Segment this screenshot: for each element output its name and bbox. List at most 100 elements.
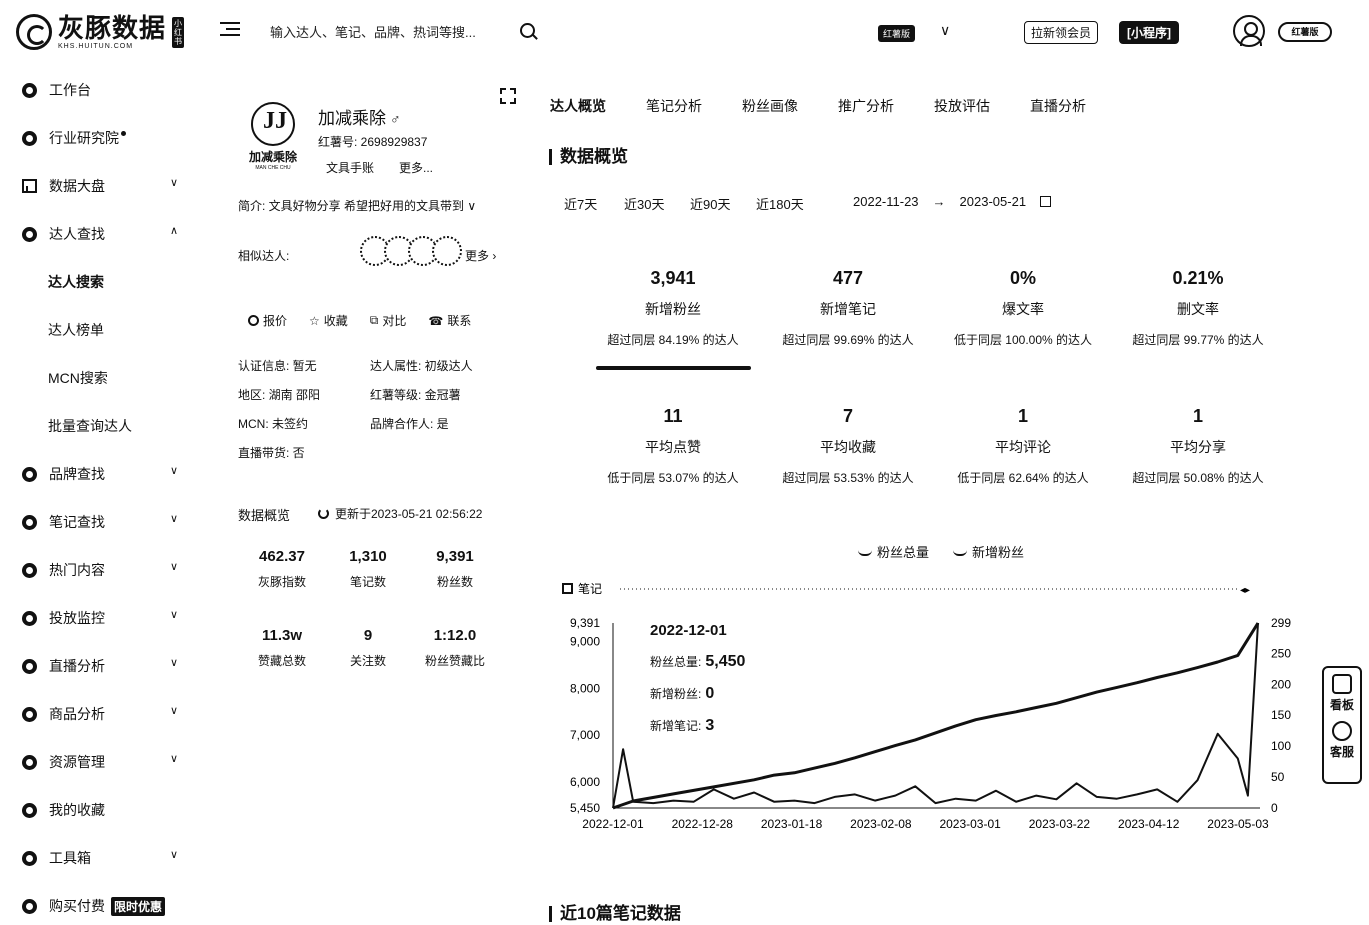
notes-toggle-icon[interactable] <box>562 583 573 594</box>
range-90d[interactable]: 近90天 <box>690 197 731 212</box>
sidebar-item-favorites[interactable]: 我的收藏 <box>22 800 182 820</box>
arrow-right-icon: → <box>932 194 946 209</box>
sidebar-item-live[interactable]: 直播分析 ∨ <box>22 656 182 676</box>
gender-male-icon: ♂ <box>390 111 401 127</box>
kpi-value: 1 <box>1192 406 1203 426</box>
sidebar-label: 商品分析 <box>49 706 105 722</box>
y-left-tick: 9,000 <box>570 634 600 648</box>
similar-more-link[interactable]: 更多 › <box>465 247 496 264</box>
legend-new-fans[interactable]: 新增粉丝 <box>953 542 1024 561</box>
info-row: 直播带货: 否 <box>238 444 508 473</box>
support-icon[interactable] <box>1332 721 1352 741</box>
invite-button[interactable]: 拉新领会员 <box>1024 21 1099 44</box>
float-dashboard-label[interactable]: 看板 <box>1329 698 1354 712</box>
update-text: 更新于2023-05-21 02:56:22 <box>335 507 483 521</box>
kpi-viral-rate[interactable]: 0% 爆文率 低于同层 100.00% 的达人 <box>938 268 1108 348</box>
sidebar-item-dashboard[interactable]: 数据大盘 ∨ <box>22 176 182 196</box>
dashboard-icon[interactable] <box>1332 674 1352 694</box>
sidebar-item-toolbox[interactable]: 工具箱 ∨ <box>22 848 182 868</box>
stat-label: 笔记数 <box>349 575 386 589</box>
kpi-compare: 超过同层 50.08% 的达人 <box>1132 471 1264 485</box>
tab-fans-profile[interactable]: 粉丝画像 <box>742 98 798 114</box>
fans-trend-chart[interactable]: 笔记 ◂▸ 9,391 9,000 8,000 7,000 6,000 5,450 299 2… <box>540 575 1310 835</box>
sidebar-sub-mcn-search[interactable]: MCN搜索 <box>48 370 108 386</box>
profile-logo-sub: MAN CHE CHU <box>255 165 291 171</box>
kpi-compare: 超过同层 99.69% 的达人 <box>782 333 914 347</box>
similar-avatars[interactable] <box>360 236 462 266</box>
kpi-compare: 低于同层 100.00% 的达人 <box>953 333 1093 347</box>
sidebar-label: 数据大盘 <box>49 178 105 194</box>
float-support-label[interactable]: 客服 <box>1329 745 1354 759</box>
sidebar-item-purchase[interactable]: 购买付费 限时优惠 <box>22 896 182 916</box>
range-180d[interactable]: 近180天 <box>756 197 804 212</box>
search-input[interactable] <box>270 20 510 44</box>
line-icon <box>953 548 968 556</box>
kpi-new-fans[interactable]: 3,941 新增粉丝 超过同层 84.19% 的达人 <box>588 268 758 348</box>
y-left-tick: 8,000 <box>570 681 600 695</box>
tab-live[interactable]: 直播分析 <box>1030 98 1086 114</box>
kpi-avg-shares[interactable]: 1 平均分享 超过同层 50.08% 的达人 <box>1113 406 1283 486</box>
kpi-avg-comments[interactable]: 1 平均评论 低于同层 62.64% 的达人 <box>938 406 1108 486</box>
kpi-avg-likes[interactable]: 11 平均点赞 低于同层 53.07% 的达人 <box>588 406 758 486</box>
quote-button[interactable]: 报价 <box>248 312 287 329</box>
x-tick: 2023-01-18 <box>761 817 823 831</box>
profile-tag[interactable]: 文具手账 <box>326 161 375 175</box>
sidebar-item-goods[interactable]: 商品分析 ∨ <box>22 704 182 724</box>
contact-button[interactable]: ☎ 联系 <box>428 312 471 329</box>
compare-button[interactable]: ⧉ 对比 <box>370 312 407 329</box>
y-left-tick: 9,391 <box>570 616 600 630</box>
chevron-down-icon[interactable]: ∨ <box>940 22 951 38</box>
tab-notes-analysis[interactable]: 笔记分析 <box>646 98 702 114</box>
similar-avatar[interactable] <box>432 236 462 266</box>
sidebar-item-notes[interactable]: 笔记查找 ∨ <box>22 512 182 532</box>
tab-promotion[interactable]: 推广分析 <box>838 98 894 114</box>
platform-selector[interactable]: 红薯版 <box>878 25 916 42</box>
sidebar-item-workbench[interactable]: 工作台 <box>22 80 182 100</box>
profile-more-tags[interactable]: 更多... <box>399 161 434 175</box>
profile-bio[interactable]: 简介: 文具好物分享 希望把好用的文具带到 ∨ <box>238 197 476 214</box>
kpi-delete-rate[interactable]: 0.21% 删文率 超过同层 99.77% 的达人 <box>1113 268 1283 348</box>
tooltip-label: 新增粉丝: <box>650 687 702 701</box>
sidebar-item-research[interactable]: 行业研究院 <box>22 128 182 148</box>
sidebar-sub-influencer-rank[interactable]: 达人榜单 <box>48 322 104 338</box>
floating-panel: 看板 客服 <box>1322 666 1362 784</box>
favorite-button[interactable]: ☆ 收藏 <box>309 312 348 329</box>
monitor-icon <box>22 610 37 626</box>
sidebar-item-brand[interactable]: 品牌查找 ∨ <box>22 464 182 484</box>
sidebar-item-find-influencer[interactable]: 达人查找 ∧ <box>22 224 182 244</box>
range-7d[interactable]: 近7天 <box>564 197 598 212</box>
update-time[interactable]: 更新于2023-05-21 02:56:22 <box>318 505 482 522</box>
sidebar-item-resources[interactable]: 资源管理 ∨ <box>22 752 182 772</box>
date-range-picker[interactable]: 2022-11-23 → 2023-05-21 <box>853 194 1052 209</box>
profile-bio-text: 简介: 文具好物分享 希望把好用的文具带到 <box>238 199 465 213</box>
tab-placement[interactable]: 投放评估 <box>934 98 990 114</box>
sidebar-item-monitor[interactable]: 投放监控 ∨ <box>22 608 182 628</box>
user-avatar-icon[interactable] <box>1233 15 1265 47</box>
new-badge-dot <box>121 130 126 136</box>
mini-program-button[interactable]: [小程序] <box>1119 21 1179 44</box>
kpi-value: 11 <box>663 406 683 426</box>
sidebar-sub-batch-query[interactable]: 批量查询达人 <box>48 418 132 434</box>
range-30d[interactable]: 近30天 <box>624 197 665 212</box>
user-plan-pill[interactable]: 红薯版 <box>1278 22 1332 42</box>
qr-code-icon[interactable] <box>500 88 516 104</box>
kpi-avg-collects[interactable]: 7 平均收藏 超过同层 53.53% 的达人 <box>763 406 933 486</box>
sidebar-item-hot[interactable]: 热门内容 ∨ <box>22 560 182 580</box>
stat-label: 赞藏总数 <box>257 654 306 668</box>
sidebar-sub-influencer-search[interactable]: 达人搜索 <box>48 274 104 290</box>
chevron-down-icon: ∨ <box>169 657 178 669</box>
legend-total-fans[interactable]: 粉丝总量 <box>858 542 929 561</box>
zoom-handle-icon[interactable]: ◂▸ <box>1240 585 1250 596</box>
menu-toggle-icon[interactable] <box>220 22 240 38</box>
tab-overview[interactable]: 达人概览 <box>550 98 606 114</box>
kpi-label: 平均点赞 <box>645 439 701 455</box>
search-icon[interactable] <box>520 23 535 38</box>
brand-name: 灰豚数据 <box>58 12 167 43</box>
similar-more-label: 更多 <box>465 249 490 263</box>
brand-sub: KHS.HUITUN.COM <box>58 42 134 50</box>
chevron-down-icon: ∨ <box>169 609 178 621</box>
brand-logo[interactable]: 灰豚数据 KHS.HUITUN.COM 小红书 <box>16 12 185 50</box>
chart-tooltip: 2022-12-01 粉丝总量: 5,450 新增粉丝: 0 新增笔记: 3 <box>650 622 745 735</box>
kpi-compare: 超过同层 53.53% 的达人 <box>782 471 914 485</box>
kpi-new-notes[interactable]: 477 新增笔记 超过同层 99.69% 的达人 <box>763 268 933 348</box>
